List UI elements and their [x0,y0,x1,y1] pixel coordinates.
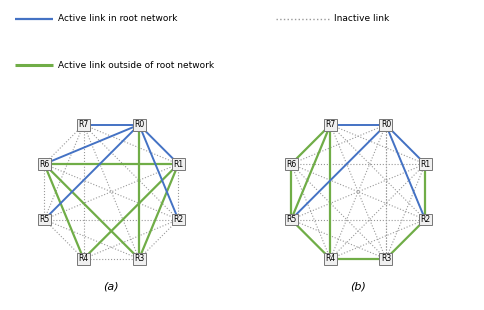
Text: R3: R3 [134,254,144,263]
Text: R7: R7 [78,120,89,129]
Text: R0: R0 [134,120,144,129]
Text: R4: R4 [325,254,335,263]
Text: R7: R7 [325,120,335,129]
Text: Active link outside of root network: Active link outside of root network [58,60,214,70]
Text: R6: R6 [286,160,296,169]
Text: R1: R1 [173,160,183,169]
Text: R2: R2 [420,215,430,224]
Text: R6: R6 [39,160,49,169]
Text: R0: R0 [381,120,391,129]
Text: R3: R3 [381,254,391,263]
Text: Inactive link: Inactive link [334,14,389,23]
Text: R5: R5 [286,215,296,224]
Text: R4: R4 [78,254,89,263]
Text: R2: R2 [173,215,183,224]
Text: (a): (a) [104,281,119,291]
Text: R5: R5 [39,215,49,224]
Text: R1: R1 [420,160,430,169]
Text: Active link in root network: Active link in root network [58,14,178,23]
Text: (b): (b) [350,281,366,291]
